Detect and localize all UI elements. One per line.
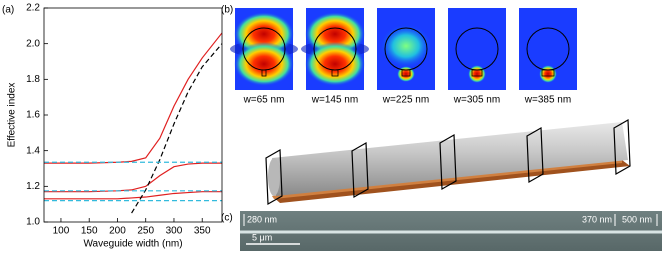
x-tick-label: 350 bbox=[194, 226, 211, 237]
mode-label: w=225 nm bbox=[382, 95, 429, 106]
mode-images bbox=[230, 8, 577, 90]
series-line bbox=[44, 162, 222, 193]
sem-image: 280 nm 370 nm 500 nm 5 μm bbox=[240, 211, 662, 251]
panel-label: (c) bbox=[221, 213, 233, 224]
series-line bbox=[44, 32, 222, 164]
series-line bbox=[44, 191, 222, 200]
mode-image bbox=[448, 8, 506, 90]
mode-label: w=385 nm bbox=[524, 95, 571, 106]
mode-image bbox=[301, 8, 369, 90]
waveguide-render bbox=[265, 118, 631, 206]
y-tick-label: 1.8 bbox=[26, 74, 40, 85]
y-tick-label: 1.6 bbox=[26, 110, 40, 121]
mode-image bbox=[377, 8, 435, 90]
mode-label: w=305 nm bbox=[453, 95, 500, 106]
x-tick-label: 250 bbox=[137, 226, 154, 237]
mode-label: w=65 nm bbox=[243, 95, 285, 106]
y-axis-label: Effective index bbox=[7, 83, 18, 148]
panel-label: (a) bbox=[2, 5, 14, 16]
panel-label: (b) bbox=[221, 5, 233, 16]
sem-label: 500 nm bbox=[622, 214, 652, 224]
x-tick-label: 100 bbox=[53, 226, 70, 237]
sem-label: 370 nm bbox=[582, 214, 612, 224]
y-tick-label: 1.0 bbox=[26, 217, 40, 228]
x-axis-label: Waveguide width (nm) bbox=[83, 239, 182, 250]
x-tick-label: 200 bbox=[109, 226, 126, 237]
series-line bbox=[131, 43, 222, 214]
y-tick-label: 1.4 bbox=[26, 145, 40, 156]
mode-image bbox=[230, 8, 298, 90]
x-tick-label: 300 bbox=[166, 226, 183, 237]
sem-label: 5 μm bbox=[252, 232, 272, 242]
y-tick-label: 2.2 bbox=[26, 3, 40, 14]
y-tick-label: 1.2 bbox=[26, 181, 40, 192]
chart: 1.0 1.2 1.4 1.6 1.8 2.0 2.2 100 150 200 250 300 350 W… bbox=[7, 3, 223, 250]
mode-image bbox=[519, 8, 577, 90]
mode-label: w=145 nm bbox=[311, 95, 358, 106]
x-tick-label: 150 bbox=[81, 226, 98, 237]
y-tick-label: 2.0 bbox=[26, 38, 40, 49]
sem-label: 280 nm bbox=[247, 214, 277, 224]
